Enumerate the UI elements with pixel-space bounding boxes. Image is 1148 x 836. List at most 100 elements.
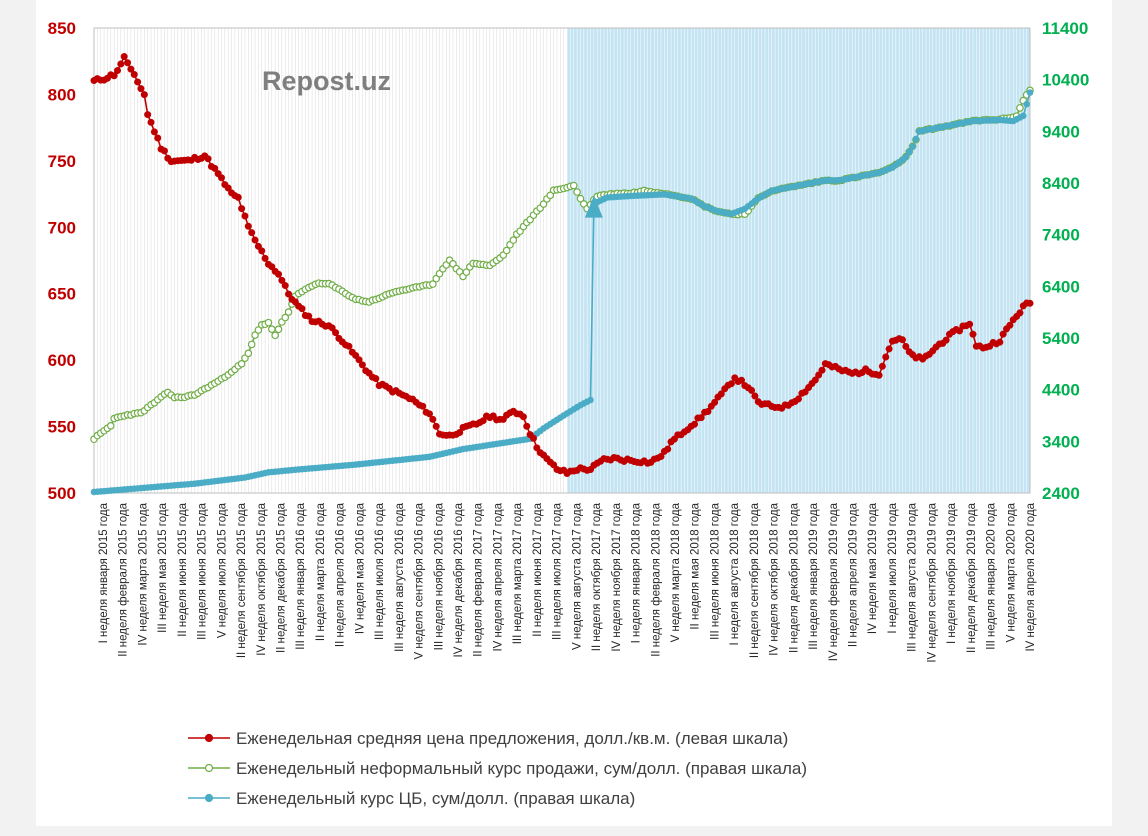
data-point: [533, 444, 541, 452]
data-point: [902, 153, 910, 161]
x-tick-label: II неделя декабря 2015 года: [276, 502, 288, 653]
right-tick-label: 2400: [1042, 484, 1080, 503]
data-point: [1016, 309, 1024, 317]
x-tick-label: IV неделя октября 2015 года: [256, 502, 268, 655]
data-point: [244, 222, 252, 230]
data-point: [462, 268, 471, 276]
right-tick-label: 10400: [1042, 71, 1089, 90]
data-point: [573, 188, 581, 196]
left-tick-label: 750: [48, 152, 76, 171]
x-tick-label: I неделя января 2018 года: [631, 502, 643, 643]
data-point: [691, 420, 699, 428]
data-point: [372, 375, 380, 383]
data-point: [274, 325, 283, 334]
left-tick-label: 700: [48, 218, 76, 237]
data-point: [748, 386, 756, 394]
data-point: [519, 413, 527, 421]
data-point: [140, 91, 148, 99]
x-tick-label: V неделя июля 2015 года: [216, 502, 228, 638]
x-tick-label: V неделя марта 2020 года: [1005, 502, 1017, 642]
watermark: Repost.uz: [262, 66, 391, 96]
data-point: [587, 396, 594, 404]
data-point: [811, 376, 819, 384]
jump-arrowhead: [584, 195, 603, 218]
legend-marker: [204, 763, 214, 773]
legend-label: Еженедельный неформальный курс продажи, …: [236, 759, 807, 778]
data-point: [281, 313, 290, 322]
x-tick-label: II неделя сентября 2015 года: [236, 502, 248, 658]
series-0: [90, 53, 1034, 478]
x-tick-label: II неделя сентября 2018 года: [749, 502, 761, 658]
data-point: [569, 181, 578, 190]
x-tick-label: II неделя мая 2018 года: [690, 502, 702, 629]
data-point: [278, 276, 286, 284]
data-point: [882, 353, 890, 361]
data-point: [120, 53, 128, 61]
data-point: [539, 200, 548, 208]
data-point: [204, 155, 212, 163]
data-point: [258, 247, 266, 255]
data-point: [150, 128, 158, 136]
right-tick-label: 9400: [1042, 122, 1080, 141]
data-point: [144, 111, 152, 119]
right-tick-label: 5400: [1042, 329, 1080, 348]
x-tick-label: III неделя марта 2017 года: [512, 502, 524, 644]
data-point: [237, 360, 246, 368]
data-point: [268, 263, 276, 271]
legend: Еженедельная средняя цена предложения, д…: [188, 729, 807, 808]
data-point: [905, 148, 913, 156]
data-point: [479, 417, 487, 425]
data-point: [529, 434, 537, 442]
data-point: [969, 330, 977, 338]
data-point: [546, 191, 555, 200]
data-point: [248, 229, 256, 237]
x-tick-label: II неделя декабря 2018 года: [788, 502, 800, 653]
data-point: [264, 318, 273, 327]
data-point: [902, 342, 910, 350]
data-point: [502, 246, 511, 255]
left-tick-label: 800: [48, 85, 76, 104]
data-point: [305, 312, 313, 320]
right-tick-label: 11400: [1042, 19, 1088, 38]
x-tick-label: I неделя августа 2018 года: [729, 502, 741, 645]
x-tick-label: III неделя января 2020 года: [986, 502, 998, 649]
series-2: [90, 89, 1034, 496]
right-tick-label: 6400: [1042, 277, 1080, 296]
x-tick-label: II неделя июня 2017 года: [532, 502, 544, 636]
data-point: [244, 349, 253, 358]
x-tick-label: III неделя августа 2016 года: [394, 502, 406, 652]
data-point: [1026, 89, 1034, 96]
x-tick-label: II неделя февраля 2017 года: [473, 502, 485, 656]
x-tick-label: III неделя июня 2015 года: [197, 502, 209, 640]
data-point: [298, 305, 306, 313]
data-point: [160, 147, 168, 155]
data-point: [224, 184, 232, 192]
data-point: [885, 345, 893, 353]
x-tick-label: IV неделя апреля 2017 года: [492, 502, 504, 651]
x-tick-label: II неделя февраля 2018 года: [650, 502, 662, 656]
data-point: [912, 135, 920, 143]
x-tick-label: IV неделя февраля 2019 года: [828, 502, 840, 661]
x-tick-label: III неделя августа 2019 года: [907, 502, 919, 652]
data-point: [429, 415, 437, 423]
x-tick-label: III неделя мая 2015 года: [157, 502, 169, 632]
data-point: [456, 428, 464, 436]
data-point: [284, 308, 293, 316]
data-point: [147, 118, 155, 126]
data-point: [117, 60, 125, 68]
data-point: [234, 193, 242, 201]
data-point: [509, 236, 518, 244]
x-tick-label: IV неделя сентября 2019 года: [926, 502, 938, 662]
data-point: [996, 338, 1004, 346]
data-point: [818, 366, 826, 374]
left-tick-label: 500: [48, 484, 76, 503]
right-tick-label: 8400: [1042, 174, 1080, 193]
data-point: [271, 331, 279, 340]
legend-marker: [204, 733, 214, 743]
data-point: [251, 331, 259, 339]
data-point: [795, 395, 803, 403]
data-point: [1026, 299, 1034, 307]
data-point: [154, 134, 162, 142]
data-point: [657, 452, 665, 460]
right-tick-label: 7400: [1042, 226, 1080, 245]
